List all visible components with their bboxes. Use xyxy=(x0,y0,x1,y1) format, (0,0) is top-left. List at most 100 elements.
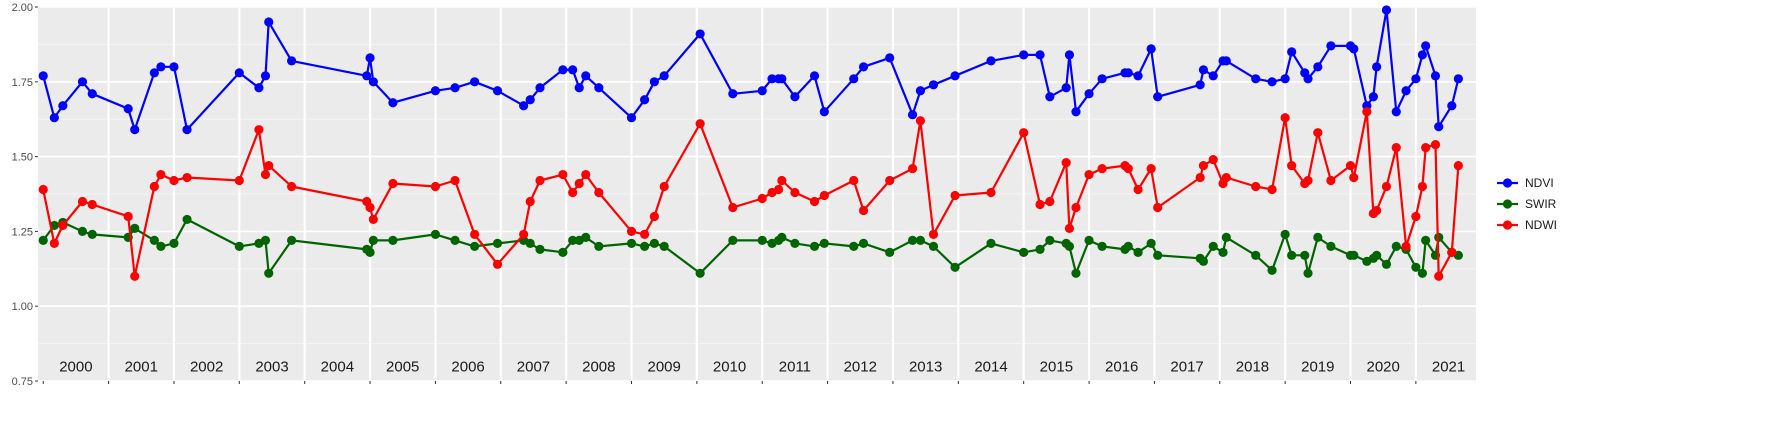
ndvi-point xyxy=(757,86,767,96)
year-label: 2009 xyxy=(647,358,680,375)
swir-point xyxy=(1035,244,1045,254)
ndwi-point xyxy=(1019,128,1029,138)
ndwi-point xyxy=(450,175,460,186)
swir-point xyxy=(986,238,996,248)
ndwi-point xyxy=(388,178,398,189)
ndwi-point xyxy=(58,220,68,231)
ndwi-point xyxy=(574,178,584,189)
ndvi-point xyxy=(287,56,297,66)
swir-point xyxy=(1326,241,1336,251)
swir-point xyxy=(626,238,637,248)
ndvi-point xyxy=(1251,74,1261,84)
swir-point xyxy=(885,247,895,257)
swir-point xyxy=(659,241,669,251)
ndwi-point xyxy=(1326,175,1336,186)
ndwi-point xyxy=(1411,211,1421,222)
series-layer xyxy=(38,5,1463,281)
ndvi-point xyxy=(659,71,669,81)
ndvi-point xyxy=(525,95,535,105)
year-label: 2016 xyxy=(1105,358,1138,375)
ndwi-point xyxy=(1349,172,1359,183)
legend-label: NDWI xyxy=(1525,218,1557,232)
ndvi-point xyxy=(470,77,480,87)
swir-point xyxy=(1084,235,1094,245)
swir-point xyxy=(169,238,179,248)
ndvi-point xyxy=(1061,83,1071,93)
year-label: 2017 xyxy=(1170,358,1203,375)
ndwi-point xyxy=(38,184,48,195)
ndvi-point xyxy=(1267,77,1277,87)
swir-point xyxy=(1391,241,1401,251)
ndwi-point xyxy=(950,190,960,201)
ndwi-point xyxy=(234,175,244,186)
ndwi-point xyxy=(287,181,297,192)
ndvi-point xyxy=(594,83,604,93)
ndvi-point xyxy=(182,125,192,135)
ndvi-point xyxy=(986,56,996,66)
ndwi-point xyxy=(1421,143,1431,153)
ndvi-point xyxy=(1146,44,1156,54)
ndvi-point xyxy=(535,83,545,93)
year-label: 2008 xyxy=(582,358,615,375)
ndwi-point xyxy=(581,169,591,180)
ndvi-point xyxy=(885,53,895,63)
ndvi-point xyxy=(264,17,274,27)
ndvi-point xyxy=(38,71,48,81)
swir-point xyxy=(130,223,140,234)
ndwi-point xyxy=(49,238,59,248)
ndwi-point xyxy=(626,226,637,236)
ndwi-point xyxy=(790,187,800,198)
ndvi-point xyxy=(790,92,800,102)
swir-point xyxy=(1287,250,1297,260)
swir-point xyxy=(819,238,829,248)
ndvi-point xyxy=(558,65,568,75)
ndvi-point xyxy=(1133,71,1143,81)
y-tick-label: 1.00 xyxy=(12,301,33,313)
ndwi-point xyxy=(728,202,738,213)
ndvi-line xyxy=(42,8,1460,131)
ndvi-point xyxy=(58,101,68,111)
ndvi-point xyxy=(574,83,584,93)
ndwi-point xyxy=(1061,157,1071,168)
ndwi-point xyxy=(519,229,529,239)
ndwi-point xyxy=(809,196,820,207)
swir-point xyxy=(492,238,503,248)
swir-point xyxy=(388,235,398,245)
axis-layer: 0.75 1.00 1.25 1.50 1.75 2.00 2000 2001 2002 2003… xyxy=(12,2,1466,388)
ndwi-point xyxy=(1381,181,1392,192)
ndvi-point xyxy=(77,77,88,87)
swir-point xyxy=(928,241,939,251)
swir-point xyxy=(809,241,820,251)
ndvi-point xyxy=(430,86,441,96)
ndvi-point xyxy=(260,71,271,81)
legend-label: NDVI xyxy=(1525,176,1554,190)
ndvi-point xyxy=(649,77,659,87)
ndvi-point xyxy=(1035,50,1045,60)
ndwi-point xyxy=(1035,199,1045,210)
ndvi-point xyxy=(1411,74,1421,84)
ndvi-point xyxy=(87,89,97,99)
swir-point xyxy=(1045,235,1055,245)
swir-point xyxy=(470,241,480,251)
ndwi-point xyxy=(1153,202,1163,213)
swir-point xyxy=(1349,250,1359,260)
ndwi-point xyxy=(1280,113,1290,123)
ndwi-point xyxy=(1401,241,1411,251)
swir-point xyxy=(287,235,297,245)
legend-key-point xyxy=(1502,178,1513,188)
swir-point xyxy=(234,241,244,251)
ndvi-point xyxy=(767,74,777,84)
ndvi-point xyxy=(1447,101,1457,111)
ndwi-point xyxy=(1447,247,1457,257)
swir-point xyxy=(1064,241,1075,251)
ndwi-point xyxy=(1208,154,1218,165)
ndvi-point xyxy=(149,68,159,78)
swir-point xyxy=(915,235,926,245)
ndvi-point xyxy=(1221,56,1231,66)
swir-point xyxy=(264,268,274,278)
series-swir xyxy=(38,214,1463,278)
ndvi-point xyxy=(950,71,960,81)
ndwi-point xyxy=(773,184,784,195)
